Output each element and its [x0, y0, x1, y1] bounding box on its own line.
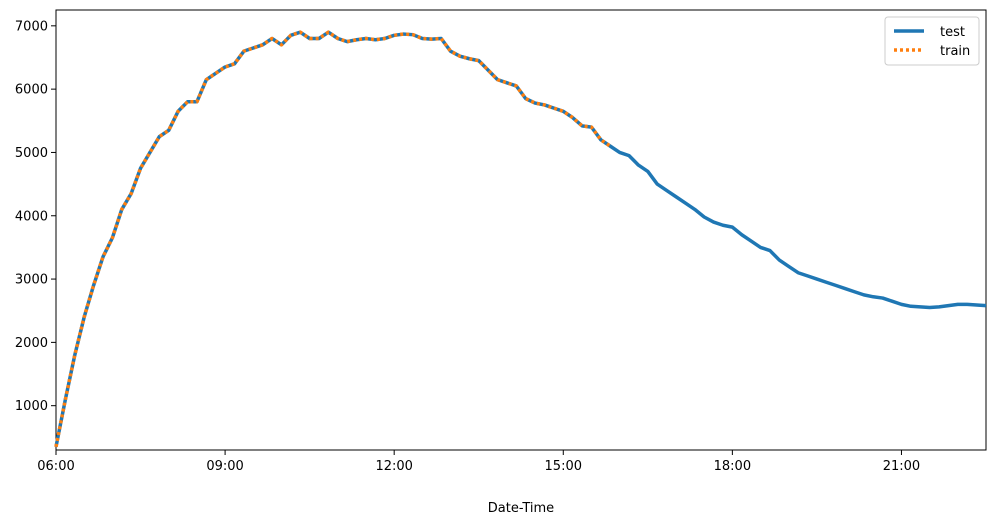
x-tick-label: 18:00 — [714, 459, 751, 474]
y-axis: 1000 2000 3000 4000 5000 6000 7000 — [15, 19, 56, 414]
y-tick-label: 7000 — [15, 19, 48, 34]
y-tick-label: 6000 — [15, 83, 48, 98]
y-tick-label: 2000 — [15, 336, 48, 351]
x-tick-label: 12:00 — [375, 459, 412, 474]
legend-label-train: train — [940, 44, 970, 59]
x-axis-label: Date-Time — [488, 501, 554, 516]
series-line-train — [54, 30, 612, 448]
x-tick-label: 06:00 — [37, 459, 74, 474]
y-tick-label: 4000 — [15, 209, 48, 224]
y-tick-label: 3000 — [15, 273, 48, 288]
legend-box — [884, 16, 980, 66]
y-tick-label: 5000 — [15, 146, 48, 161]
series-layer — [54, 30, 987, 448]
x-tick-label: 21:00 — [883, 459, 920, 474]
legend: test train — [884, 16, 980, 66]
x-axis: 06:00 09:00 12:00 15:00 18:00 21:00 — [37, 450, 920, 474]
legend-label-test: test — [940, 25, 965, 40]
x-tick-label: 15:00 — [545, 459, 582, 474]
plot-area — [55, 9, 987, 451]
plot-frame — [55, 9, 987, 451]
x-tick-label: 09:00 — [206, 459, 243, 474]
y-tick-label: 1000 — [15, 399, 48, 414]
